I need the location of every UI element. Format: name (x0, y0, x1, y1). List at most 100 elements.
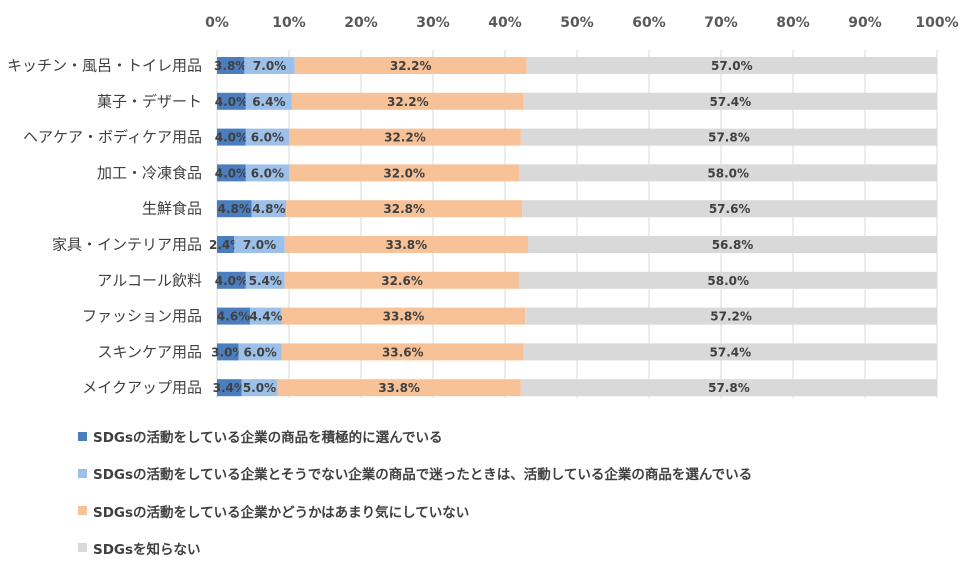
data-label: 3.0% (211, 345, 244, 359)
legend-swatch (78, 543, 87, 553)
chart-legend: SDGsの活動をしている企業の商品を積極的に選んでいる SDGsの活動をしている企… (78, 424, 752, 573)
data-label: 32.2% (390, 59, 432, 73)
x-tick-label: 60% (632, 15, 666, 31)
legend-label: SDGsの活動をしている企業の商品を積極的に選んでいる (93, 430, 443, 446)
data-label: 33.6% (382, 345, 424, 359)
data-label: 4.0% (215, 95, 248, 109)
bar-segment (525, 307, 937, 325)
legend-swatch (78, 506, 87, 516)
x-tick-label: 100% (915, 15, 958, 31)
x-tick-label: 20% (344, 15, 378, 31)
data-label: 58.0% (707, 166, 749, 180)
legend-label: SDGsの活動をしている企業かどうかはあまり気にしていない (93, 504, 470, 521)
bar-segment (244, 57, 295, 74)
bar-segment (523, 343, 937, 361)
bar-segment (251, 200, 287, 218)
category-label: キッチン・風呂・トイレ用品 (7, 57, 202, 75)
legend-item: SDGsを知らない (78, 536, 752, 560)
stacked-bar-chart: 0% 10% 20% 30% 40% 50% 60% 70% 80% 90% 100% キッチン・風呂… (7, 15, 959, 398)
data-label: 33.8% (386, 238, 428, 252)
x-tick-label: 30% (416, 15, 450, 31)
bar-segment (250, 307, 282, 325)
data-label: 57.2% (710, 310, 752, 324)
bar-segment (523, 92, 937, 110)
data-label: 7.0% (253, 59, 286, 73)
x-tick-label: 10% (272, 15, 306, 31)
bar-segment (217, 128, 246, 146)
data-label: 7.0% (243, 238, 276, 252)
bar-segment (245, 128, 289, 146)
bar-segment (519, 271, 937, 289)
bar-segment (284, 271, 520, 289)
bar-segment (520, 379, 937, 397)
data-label: 5.4% (249, 274, 282, 288)
bar-segment (241, 379, 278, 397)
bar-segment (238, 343, 282, 361)
legend-item: SDGsの活動をしている企業かどうかはあまり気にしていない (78, 499, 752, 523)
x-tick-label: 50% (560, 15, 594, 31)
data-label: 3.4% (213, 381, 246, 395)
bar-segment (520, 128, 937, 146)
data-label: 57.8% (708, 131, 750, 145)
bar-segment (286, 200, 523, 218)
x-tick-label: 0% (205, 15, 229, 31)
bar-segment (245, 92, 292, 110)
data-label: 6.0% (244, 345, 277, 359)
legend-swatch (78, 468, 87, 478)
bar-segment (289, 164, 520, 182)
data-label: 56.8% (712, 238, 754, 252)
bar-segment (234, 236, 285, 253)
data-label: 57.6% (709, 202, 751, 216)
bar-segment (294, 57, 527, 74)
bar-segment (245, 271, 285, 289)
category-label: 加工・冷凍食品 (97, 164, 202, 182)
data-label: 4.0% (215, 274, 248, 288)
bar-segment (217, 92, 246, 110)
data-label: 6.0% (251, 166, 284, 180)
data-label: 33.8% (378, 381, 420, 395)
category-label: 菓子・デザート (97, 92, 202, 110)
data-label: 6.4% (252, 95, 285, 109)
bar-segment (281, 343, 524, 361)
bar-segment (289, 128, 521, 146)
category-label: アルコール飲料 (97, 271, 202, 289)
bar-segment (217, 57, 245, 74)
bar-segment (217, 343, 239, 361)
bar-segment (217, 379, 242, 397)
data-label: 4.0% (215, 166, 248, 180)
category-label: 家具・インテリア用品 (52, 236, 202, 254)
data-label: 32.2% (384, 131, 426, 145)
data-label: 5.0% (243, 381, 276, 395)
data-label: 32.0% (383, 166, 425, 180)
data-label: 57.8% (708, 381, 750, 395)
data-label: 4.6% (217, 310, 250, 324)
legend-label: SDGsを知らない (93, 541, 201, 558)
bar-segment (217, 307, 251, 325)
data-label: 32.8% (383, 202, 425, 216)
x-tick-label: 90% (848, 15, 882, 31)
data-label: 2.4% (209, 238, 242, 252)
data-label: 33.8% (383, 310, 425, 324)
data-label: 57.0% (711, 59, 753, 73)
bar-segment (217, 200, 252, 218)
category-label: ファッション用品 (82, 307, 202, 325)
data-label: 4.8% (218, 202, 251, 216)
data-label: 4.4% (249, 310, 282, 324)
category-label: メイクアップ用品 (82, 379, 202, 397)
x-tick-label: 70% (704, 15, 738, 31)
data-label: 32.6% (381, 274, 423, 288)
x-tick-label: 40% (488, 15, 522, 31)
legend-swatch (78, 431, 87, 441)
data-label: 58.0% (707, 274, 749, 288)
data-label: 57.4% (710, 95, 752, 109)
bar-segment (526, 57, 937, 74)
legend-item: SDGsの活動をしている企業の商品を積極的に選んでいる (78, 424, 752, 448)
data-label: 6.0% (251, 131, 284, 145)
data-label: 3.8% (214, 59, 247, 73)
bar-segment (519, 164, 937, 182)
bar-segment (217, 271, 246, 289)
legend-item: SDGsの活動をしている企業とそうでない企業の商品で迷ったときは、活動している企… (78, 461, 752, 485)
category-label: スキンケア用品 (97, 343, 202, 361)
data-label: 32.2% (387, 95, 429, 109)
category-label: 生鮮食品 (142, 200, 202, 218)
